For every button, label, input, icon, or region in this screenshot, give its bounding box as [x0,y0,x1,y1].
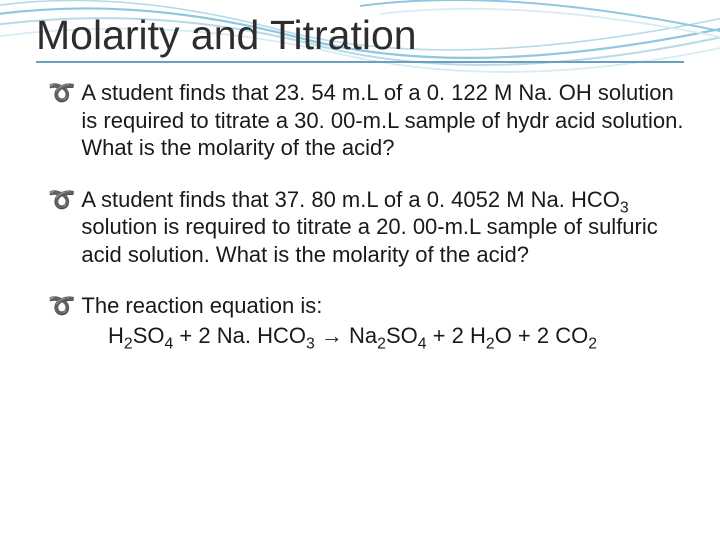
bullet-marker-icon: ➰ [48,292,75,320]
bullet-text: The reaction equation is: [81,292,684,320]
title-underline [36,61,684,63]
eq-fragment: O + 2 CO [495,323,589,348]
eq-fragment: → Na [315,323,377,348]
reaction-equation: H2SO4 + 2 Na. HCO3 → Na2SO4 + 2 H2O + 2 … [48,322,684,350]
bullet-marker-icon: ➰ [48,79,75,107]
eq-fragment: SO [133,323,165,348]
text-fragment: A student finds that 37. 80 m.L of a 0. … [81,187,619,212]
bullet-text: A student finds that 23. 54 m.L of a 0. … [81,79,684,162]
bullet-item-3: ➰ The reaction equation is: [48,292,684,320]
subscript: 4 [418,335,427,352]
subscript: 4 [165,335,174,352]
eq-fragment: + 2 Na. HCO [173,323,306,348]
subscript: 2 [377,335,386,352]
bullet-text: A student finds that 37. 80 m.L of a 0. … [81,186,684,269]
slide-title: Molarity and Titration [36,12,684,59]
bullet-item-2: ➰ A student finds that 37. 80 m.L of a 0… [48,186,684,269]
slide: Molarity and Titration ➰ A student finds… [0,0,720,540]
eq-fragment: + 2 H [427,323,486,348]
bullet-marker-icon: ➰ [48,186,75,214]
subscript: 2 [486,335,495,352]
eq-fragment: SO [386,323,418,348]
subscript: 2 [124,335,133,352]
eq-fragment: H [108,323,124,348]
subscript: 2 [588,335,597,352]
text-fragment: solution is required to titrate a 20. 00… [81,214,657,267]
bullet-list: ➰ A student finds that 23. 54 m.L of a 0… [36,79,684,349]
subscript: 3 [306,335,315,352]
bullet-item-1: ➰ A student finds that 23. 54 m.L of a 0… [48,79,684,162]
